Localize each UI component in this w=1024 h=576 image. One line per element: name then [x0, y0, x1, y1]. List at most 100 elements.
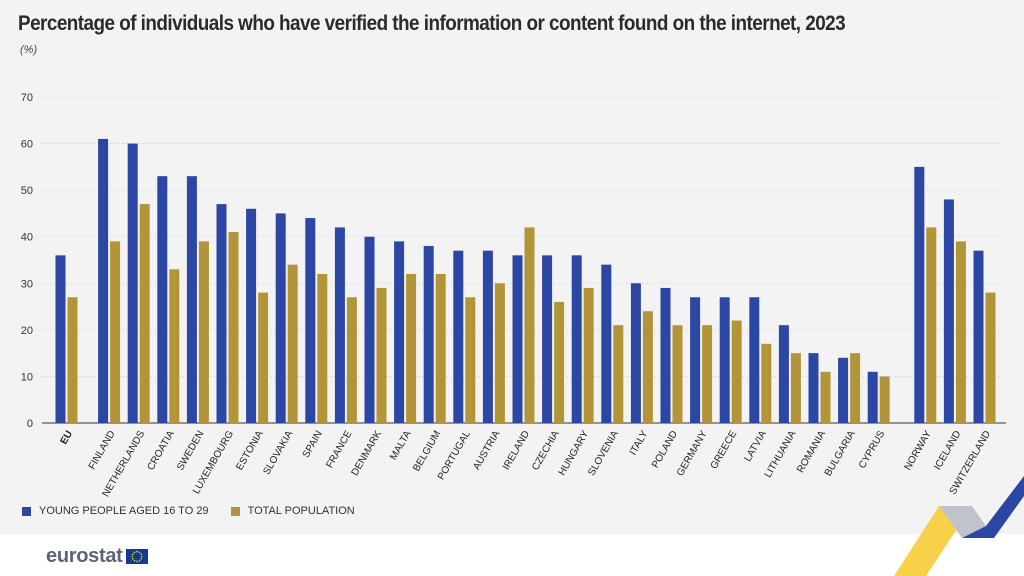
legend-label-total: TOTAL POPULATION — [247, 505, 355, 517]
x-tick-label-austria: AUSTRIA — [471, 429, 502, 472]
y-tick-label: 70 — [21, 92, 33, 104]
bar-young-iceland — [943, 199, 954, 423]
bar-young-luxembourg — [216, 204, 227, 423]
bar-total-luxembourg — [228, 232, 239, 423]
bar-total-finland — [110, 241, 121, 423]
bar-young-spain — [305, 218, 316, 423]
x-tick-label-italy: ITALY — [628, 429, 651, 458]
y-tick-label: 40 — [21, 232, 33, 244]
bar-total-croatia — [169, 269, 180, 423]
bar-total-ireland — [524, 227, 535, 423]
bar-young-belgium — [423, 246, 434, 423]
bar-young-france — [334, 227, 345, 423]
x-tick-label-slovakia: SLOVAKIA — [261, 429, 295, 477]
bar-young-portugal — [453, 250, 464, 423]
legend-label-young: YOUNG PEOPLE AGED 16 TO 29 — [39, 505, 209, 517]
bar-total-austria — [494, 283, 505, 423]
bar-total-hungary — [583, 287, 594, 423]
bar-total-belgium — [435, 273, 446, 423]
x-tick-label-norway: NORWAY — [903, 429, 935, 473]
x-tick-label-hungary: HUNGARY — [557, 429, 592, 478]
gridlines — [42, 96, 1006, 424]
bars — [55, 138, 996, 424]
bar-young-ireland — [512, 255, 523, 423]
x-tick-label-france: FRANCE — [324, 429, 354, 470]
bar-total-romania — [820, 371, 831, 423]
x-tick-label-iceland: ICELAND — [932, 429, 963, 472]
bar-total-switzerland — [985, 292, 996, 423]
logo-text: eurostat — [46, 545, 123, 567]
legend-swatch-total — [230, 506, 240, 516]
eurostat-logo[interactable]: eurostat — [46, 545, 148, 568]
chart-unit: (%) — [20, 44, 38, 56]
bar-total-germany — [702, 325, 713, 423]
y-tick-label: 30 — [21, 278, 33, 290]
bar-total-denmark — [376, 287, 387, 423]
bar-young-slovenia — [601, 264, 612, 423]
bar-total-norway — [926, 227, 937, 423]
x-tick-label-spain: SPAIN — [301, 429, 325, 460]
bar-young-eu — [55, 255, 66, 423]
bar-young-switzerland — [973, 250, 984, 423]
bar-total-iceland — [955, 241, 966, 423]
bar-total-spain — [317, 273, 328, 423]
x-tick-label-estonia: ESTONIA — [234, 429, 266, 473]
bar-young-bulgaria — [838, 357, 849, 423]
bar-young-italy — [630, 283, 641, 423]
bar-young-denmark — [364, 236, 375, 423]
x-tick-label-slovenia: SLOVENIA — [586, 429, 621, 478]
y-tick-label: 50 — [21, 185, 33, 197]
legend-swatch-young — [22, 506, 31, 516]
x-tick-label-lithuania: LITHUANIA — [763, 429, 799, 480]
bar-young-estonia — [246, 208, 257, 423]
bar-young-norway — [914, 166, 925, 423]
x-tick-label-cyprus: CYPRUS — [857, 429, 888, 471]
bar-total-portugal — [465, 297, 476, 423]
x-tick-label-denmark: DENMARK — [350, 429, 385, 478]
bar-total-malta — [406, 273, 417, 423]
bar-young-lithuania — [778, 325, 789, 423]
bar-total-france — [346, 297, 357, 423]
bar-total-slovenia — [613, 325, 624, 423]
bar-total-bulgaria — [850, 353, 861, 423]
bar-young-malta — [394, 241, 405, 423]
bar-total-netherlands — [139, 204, 150, 423]
chart-title: Percentage of individuals who have verif… — [18, 12, 846, 35]
x-axis-labels: EU FINLANDNETHERLANDSCROATIASWEDENLUXEMBO… — [59, 429, 993, 499]
bar-total-latvia — [761, 343, 772, 423]
y-tick-label: 10 — [21, 371, 33, 383]
bar-total-eu — [67, 297, 78, 423]
legend-item-young: YOUNG PEOPLE AGED 16 TO 29 — [22, 505, 209, 517]
decorative-ribbon — [894, 476, 1024, 576]
bar-total-estonia — [258, 292, 269, 423]
bar-young-germany — [690, 297, 701, 423]
bar-young-poland — [660, 287, 671, 423]
x-tick-label-greece: GREECE — [709, 429, 740, 471]
bar-young-croatia — [157, 176, 168, 423]
bar-young-slovakia — [275, 213, 286, 423]
bar-young-austria — [482, 250, 493, 423]
bar-total-italy — [642, 311, 653, 423]
bar-young-latvia — [749, 297, 760, 423]
x-tick-label-croatia: CROATIA — [146, 429, 178, 473]
x-tick-label-sweden: SWEDEN — [175, 429, 206, 473]
bar-young-romania — [808, 353, 819, 423]
legend: YOUNG PEOPLE AGED 16 TO 29 TOTAL POPULAT… — [22, 505, 377, 517]
bar-young-hungary — [571, 255, 582, 423]
y-axis-ticks: 0 10 20 30 40 50 60 70 — [21, 92, 33, 430]
bar-young-finland — [98, 138, 109, 423]
x-tick-label-romania: ROMANIA — [795, 429, 828, 475]
bar-young-greece — [719, 297, 730, 423]
x-tick-label-poland: POLAND — [650, 429, 680, 470]
x-tick-label-czechia: CZECHIA — [530, 429, 562, 473]
footer: eurostat — [0, 534, 1024, 576]
x-tick-label-latvia: LATVIA — [743, 429, 770, 464]
eu-flag-icon — [125, 549, 148, 564]
bar-young-czechia — [542, 255, 553, 423]
bar-young-sweden — [186, 176, 197, 423]
bar-total-slovakia — [287, 264, 298, 423]
x-tick-label-ireland: IRELAND — [501, 429, 532, 472]
bar-young-cyprus — [867, 371, 878, 423]
x-tick-label-malta: MALTA — [388, 429, 414, 462]
